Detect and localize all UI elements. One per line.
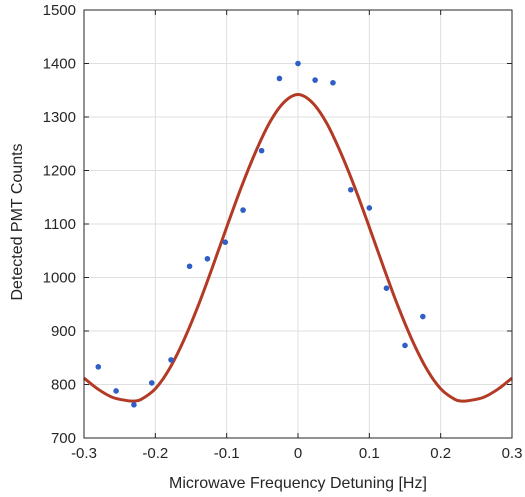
tick-labels: -0.3 -0.2 -0.1 0 0.1 0.2 0.3 700 800 900 1000 1100 1…	[43, 2, 523, 462]
y-tick-label: 1300	[43, 109, 76, 126]
y-axis-label: Detected PMT Counts	[9, 143, 26, 300]
plot-frame	[83, 9, 513, 439]
data-point	[168, 357, 174, 363]
y-tick-label: 1000	[43, 270, 76, 287]
data-point	[131, 402, 137, 408]
data-point	[347, 186, 354, 193]
data-point	[258, 147, 265, 154]
data-point	[366, 205, 373, 211]
x-tick-label: -0.3	[71, 445, 97, 462]
x-tick-label: -0.1	[214, 445, 240, 462]
data-point	[402, 342, 408, 349]
data-points-layer	[95, 60, 426, 408]
y-tick-label: 1200	[43, 163, 76, 180]
x-axis-label: Microwave Frequency Detuning [Hz]	[169, 475, 427, 492]
y-tick-label: 1400	[43, 56, 76, 73]
x-tick-label: 0.1	[359, 445, 380, 462]
data-point	[204, 255, 211, 262]
fit-curve-layer	[83, 93, 513, 403]
data-point	[312, 77, 318, 83]
fit-curve	[83, 93, 513, 403]
y-tick-label: 1100	[44, 216, 76, 233]
y-tick-label: 900	[51, 323, 76, 340]
data-point	[148, 380, 155, 386]
data-point	[276, 75, 283, 82]
data-point	[113, 388, 119, 394]
y-tick-label: 700	[51, 430, 76, 447]
data-point	[240, 207, 246, 213]
x-tick-label: 0	[294, 445, 302, 462]
data-point	[95, 364, 102, 370]
data-point	[222, 239, 229, 245]
x-tick-label: 0.3	[502, 445, 523, 462]
data-point	[383, 285, 390, 292]
axes	[83, 9, 513, 439]
x-tick-label: -0.2	[142, 445, 168, 462]
x-tick-label: 0.2	[430, 445, 451, 462]
data-point	[186, 263, 193, 270]
data-point	[330, 79, 336, 86]
y-tick-label: 1500	[43, 2, 76, 19]
data-point	[295, 60, 301, 67]
data-point	[420, 313, 426, 320]
y-tick-label: 800	[51, 377, 76, 394]
grid	[83, 9, 513, 439]
